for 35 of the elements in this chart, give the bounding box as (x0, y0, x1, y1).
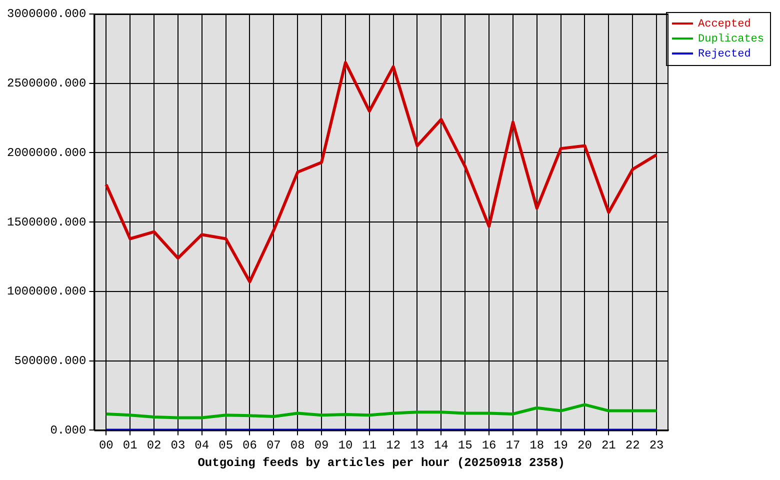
x-tick-label: 11 (362, 438, 377, 453)
x-axis-title: Outgoing feeds by articles per hour (20250918 2358) (198, 456, 565, 470)
x-tick-label: 12 (386, 438, 401, 453)
y-tick-label: 3000000.000 (6, 7, 86, 22)
x-tick-label: 14 (434, 438, 448, 453)
x-tick-label: 16 (482, 438, 496, 453)
x-tick-label: 00 (98, 438, 114, 453)
y-tick-label: 2500000.000 (6, 76, 86, 91)
y-tick-label: 0.000 (50, 423, 86, 438)
x-tick-label: 03 (170, 438, 186, 453)
legend-label: Rejected (698, 48, 751, 60)
x-tick-label: 13 (410, 438, 424, 453)
x-tick-label: 04 (194, 438, 210, 453)
x-tick-label: 18 (530, 438, 544, 453)
x-tick-label: 08 (290, 438, 305, 453)
x-tick-label: 10 (338, 438, 353, 453)
x-tick-label: 17 (506, 438, 520, 453)
legend-label: Accepted (698, 18, 751, 30)
x-tick-label: 09 (314, 438, 329, 453)
x-tick-label: 01 (122, 438, 138, 453)
y-tick-label: 2000000.000 (6, 146, 86, 160)
x-tick-label: 20 (578, 438, 592, 453)
x-tick-label: 05 (218, 438, 234, 453)
x-tick-label: 15 (458, 438, 472, 453)
y-tick-label: 500000.000 (14, 354, 86, 368)
y-tick-label: 1000000.000 (6, 284, 86, 299)
x-tick-label: 19 (554, 438, 568, 453)
x-tick-label: 21 (601, 438, 616, 453)
legend-label: Duplicates (698, 33, 764, 46)
x-tick-label: 02 (146, 438, 162, 453)
x-tick-label: 06 (242, 438, 257, 453)
x-tick-label: 07 (266, 438, 281, 453)
x-tick-label: 22 (625, 438, 640, 453)
y-tick-label: 1500000.000 (6, 215, 86, 230)
x-tick-label: 23 (649, 438, 664, 453)
